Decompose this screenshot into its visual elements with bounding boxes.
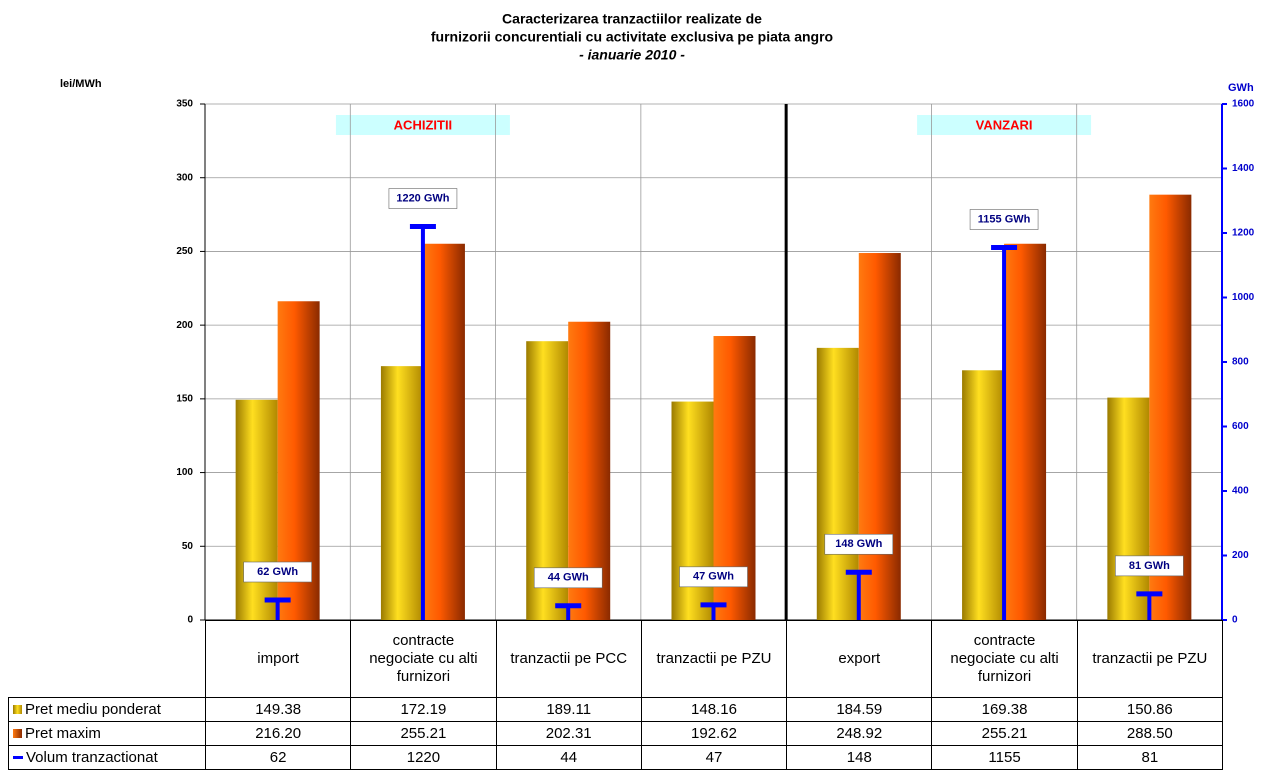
table-value: 184.59 bbox=[786, 697, 933, 722]
bar bbox=[380, 366, 423, 620]
table-value: 169.38 bbox=[931, 697, 1078, 722]
table-value: 47 bbox=[640, 745, 788, 770]
y2-axis-label: GWh bbox=[1228, 82, 1254, 94]
table-value: 44 bbox=[495, 745, 642, 770]
bar bbox=[1149, 194, 1192, 620]
y-axis-label: lei/MWh bbox=[60, 78, 102, 90]
bar bbox=[235, 399, 278, 620]
table-value: 202.31 bbox=[495, 721, 642, 746]
table-value: 1220 bbox=[350, 745, 497, 770]
legend-entry: Volum tranzactionat bbox=[8, 745, 206, 770]
bar bbox=[858, 253, 901, 620]
value-label-box bbox=[1115, 555, 1184, 577]
legend-label: Pret mediu ponderat bbox=[25, 700, 161, 718]
legend-icon bbox=[13, 756, 23, 759]
y2-tick-label: 1600 bbox=[1232, 99, 1255, 110]
legend-icon bbox=[13, 705, 22, 714]
table-value: 248.92 bbox=[786, 721, 933, 746]
bar bbox=[816, 347, 859, 620]
legend-label: Pret maxim bbox=[25, 724, 101, 742]
legend-label: Volum tranzactionat bbox=[26, 748, 158, 766]
chart-title: Caracterizarea tranzactiilor realizate d… bbox=[502, 11, 762, 27]
annotation: ACHIZITII bbox=[394, 117, 453, 132]
category-label: tranzactii pe PZU bbox=[640, 620, 788, 698]
table-value: 255.21 bbox=[931, 721, 1078, 746]
value-label: 81 GWh bbox=[1129, 560, 1170, 572]
table-value: 81 bbox=[1076, 745, 1223, 770]
annotation-box bbox=[917, 115, 1092, 135]
table-value: 288.50 bbox=[1076, 721, 1223, 746]
table-value: 149.38 bbox=[205, 697, 352, 722]
category-label: contracte negociate cu alti furnizori bbox=[350, 620, 497, 698]
y2-tick-label: 200 bbox=[1232, 550, 1249, 561]
y2-tick-label: 1200 bbox=[1232, 228, 1255, 239]
category-label: import bbox=[205, 620, 352, 698]
bar bbox=[422, 243, 465, 620]
y2-tick-label: 0 bbox=[1232, 615, 1238, 626]
category-label: contracte negociate cu alti furnizori bbox=[931, 620, 1078, 698]
y-tick-label: 200 bbox=[176, 320, 193, 331]
value-label: 1220 GWh bbox=[396, 192, 449, 204]
annotation-box bbox=[335, 115, 510, 135]
table-value: 1155 bbox=[931, 745, 1078, 770]
value-label: 44 GWh bbox=[548, 572, 589, 584]
chart-title: furnizorii concurentiali cu activitate e… bbox=[431, 29, 833, 45]
y-tick-label: 50 bbox=[182, 541, 194, 552]
bar bbox=[1107, 397, 1150, 620]
y2-tick-label: 1000 bbox=[1232, 292, 1255, 303]
value-label-box bbox=[824, 533, 894, 555]
y-tick-label: 100 bbox=[176, 467, 193, 478]
y-tick-label: 300 bbox=[176, 172, 193, 183]
category-label: tranzactii pe PZU bbox=[1076, 620, 1223, 698]
table-value: 62 bbox=[205, 745, 352, 770]
legend-entry: Pret mediu ponderat bbox=[8, 697, 206, 722]
y2-tick-label: 400 bbox=[1232, 486, 1249, 497]
value-label: 62 GWh bbox=[257, 566, 298, 578]
bar bbox=[671, 401, 714, 620]
value-label-box bbox=[243, 561, 312, 583]
bar bbox=[1004, 243, 1047, 620]
y2-tick-label: 800 bbox=[1232, 357, 1249, 368]
value-label: 1155 GWh bbox=[978, 213, 1031, 225]
table-value: 192.62 bbox=[640, 721, 788, 746]
annotation: VANZARI bbox=[976, 117, 1033, 132]
table-value: 148.16 bbox=[640, 697, 788, 722]
y-tick-label: 150 bbox=[176, 393, 193, 404]
value-label-box bbox=[533, 567, 603, 589]
table-value: 189.11 bbox=[495, 697, 642, 722]
legend-entry: Pret maxim bbox=[8, 721, 206, 746]
y2-tick-label: 1400 bbox=[1232, 163, 1255, 174]
category-label: tranzactii pe PCC bbox=[495, 620, 642, 698]
y-tick-label: 250 bbox=[176, 246, 193, 257]
table-value: 255.21 bbox=[350, 721, 497, 746]
y-tick-label: 0 bbox=[187, 615, 193, 626]
bar bbox=[962, 370, 1005, 620]
table-value: 148 bbox=[786, 745, 933, 770]
value-label-box bbox=[679, 566, 748, 588]
value-label-box bbox=[969, 209, 1039, 230]
legend-icon bbox=[13, 729, 22, 738]
value-label-box bbox=[388, 188, 458, 209]
value-label: 47 GWh bbox=[693, 571, 734, 583]
y-tick-label: 350 bbox=[176, 99, 193, 110]
category-label: export bbox=[786, 620, 933, 698]
table-value: 172.19 bbox=[350, 697, 497, 722]
table-value: 150.86 bbox=[1076, 697, 1223, 722]
value-label: 148 GWh bbox=[835, 538, 882, 550]
table-value: 216.20 bbox=[205, 721, 352, 746]
y2-tick-label: 600 bbox=[1232, 421, 1249, 432]
chart-subtitle: - ianuarie 2010 - bbox=[579, 47, 685, 63]
